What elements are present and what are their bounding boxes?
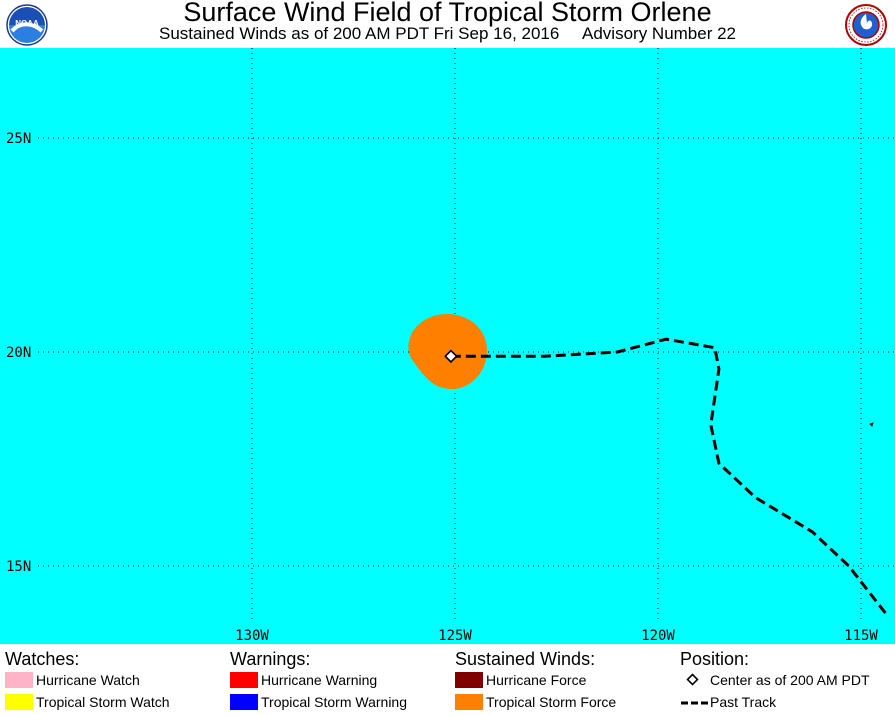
- map-canvas: 25N 20N 15N 130W 125W 120W 115W: [0, 48, 895, 644]
- small-island-mark: [869, 422, 874, 427]
- latitude-label: 15N: [6, 559, 31, 575]
- noaa-logo-icon: NOAA: [6, 4, 48, 46]
- latitude-label: 25N: [6, 131, 31, 147]
- past-track-icon: [681, 701, 709, 705]
- legend-warnings-heading: Warnings:: [230, 649, 311, 669]
- wind-field-map: 25N 20N 15N 130W 125W 120W 115W: [0, 48, 895, 644]
- tropical-storm-warning-label: Tropical Storm Warning: [261, 694, 408, 710]
- longitude-label: 125W: [438, 628, 472, 644]
- tropical-storm-force-label: Tropical Storm Force: [486, 694, 617, 710]
- legend-watches-heading: Watches:: [5, 649, 80, 669]
- storm-center-marker: [444, 349, 458, 364]
- tropical-storm-force-wind-area: [408, 314, 487, 389]
- legend-winds-heading: Sustained Winds:: [455, 649, 596, 669]
- page-title: Surface Wind Field of Tropical Storm Orl…: [183, 0, 712, 27]
- center-position-label: Center as of 200 AM PDT: [710, 672, 870, 688]
- hurricane-watch-label: Hurricane Watch: [36, 672, 140, 688]
- hurricane-warning-label: Hurricane Warning: [261, 672, 378, 688]
- svg-text:NOAA: NOAA: [15, 19, 39, 28]
- tropical-storm-watch-swatch: [5, 694, 33, 710]
- longitude-label: 120W: [641, 628, 675, 644]
- tropical-storm-watch-label: Tropical Storm Watch: [36, 694, 170, 710]
- nws-logo-icon: [845, 4, 887, 46]
- legend: Watches: Hurricane Watch Tropical Storm …: [0, 644, 895, 716]
- longitude-label: 130W: [235, 628, 269, 644]
- latitude-label: 20N: [6, 345, 31, 361]
- longitude-label: 115W: [844, 628, 878, 644]
- hurricane-force-swatch: [455, 672, 483, 688]
- past-track-label: Past Track: [710, 694, 777, 710]
- lat-lon-grid: [38, 48, 895, 623]
- tropical-storm-force-swatch: [455, 694, 483, 710]
- hurricane-watch-swatch: [5, 672, 33, 688]
- legend-position-heading: Position:: [680, 649, 750, 669]
- header: NOAA Surface Wind Field of Tropical Stor…: [0, 0, 895, 48]
- wind-field: [408, 314, 487, 389]
- hurricane-force-label: Hurricane Force: [486, 672, 587, 688]
- past-track-line: [450, 337, 887, 615]
- page-subtitle: Sustained Winds as of 200 AM PDT Fri Sep…: [158, 24, 737, 43]
- grid-labels: 25N 20N 15N 130W 125W 120W 115W: [6, 131, 878, 644]
- hurricane-warning-swatch: [230, 672, 258, 688]
- tropical-storm-warning-swatch: [230, 694, 258, 710]
- center-diamond-icon: [686, 673, 699, 686]
